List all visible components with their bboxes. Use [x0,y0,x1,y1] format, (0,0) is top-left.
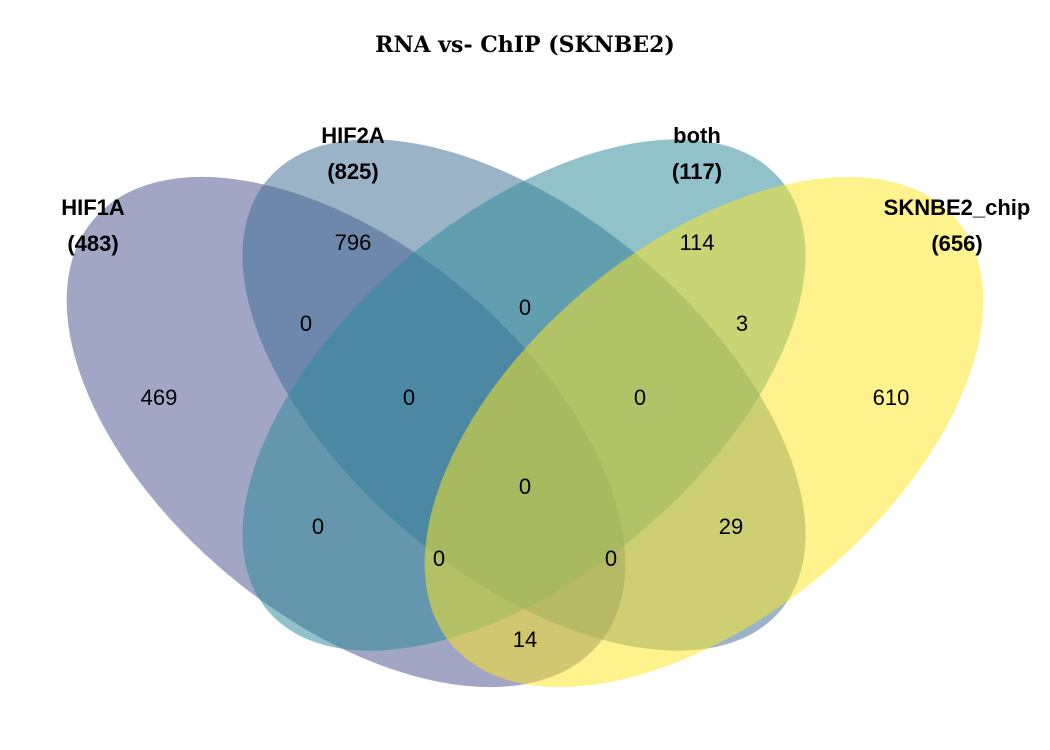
count-hif1a-hif2a: 0 [300,311,312,336]
set-size-hif1a: (483) [67,231,118,256]
set-labels: HIF1A (483) HIF2A (825) both (117) SKNBE… [61,123,1030,256]
ellipse-sknbe2-chip [424,176,984,688]
set-label-both: both [673,123,721,148]
count-all-four: 0 [519,474,531,499]
set-label-hif2a: HIF2A [321,123,385,148]
set-size-both: (117) [672,159,722,184]
set-size-sknbe2-chip: (656) [931,231,982,256]
count-hif2a-both: 0 [519,295,531,320]
set-size-hif2a: (825) [327,159,378,184]
region-counts: 469 796 114 610 0 0 3 0 0 0 0 29 0 0 14 [141,230,910,652]
set-label-sknbe2-chip: SKNBE2_chip [884,195,1031,220]
count-hif2a-both-sknbe2: 0 [634,385,646,410]
count-hif1a-both: 0 [312,514,324,539]
count-hif1a-sknbe2: 14 [513,627,537,652]
count-hif1a-only: 469 [141,385,178,410]
count-hif1a-hif2a-both: 0 [403,385,415,410]
count-hif2a-only: 796 [335,230,372,255]
count-hif2a-sknbe2: 29 [719,514,743,539]
count-hif1a-hif2a-sknbe2: 0 [605,546,617,571]
count-hif1a-both-sknbe2: 0 [433,546,445,571]
count-sknbe2-only: 610 [873,385,910,410]
count-both-sknbe2: 3 [736,311,748,336]
diagram-title: RNA vs- ChIP (SKNBE2) [375,32,675,58]
count-both-only: 114 [679,230,714,255]
set-label-hif1a: HIF1A [61,195,125,220]
venn-ellipses [66,139,984,688]
